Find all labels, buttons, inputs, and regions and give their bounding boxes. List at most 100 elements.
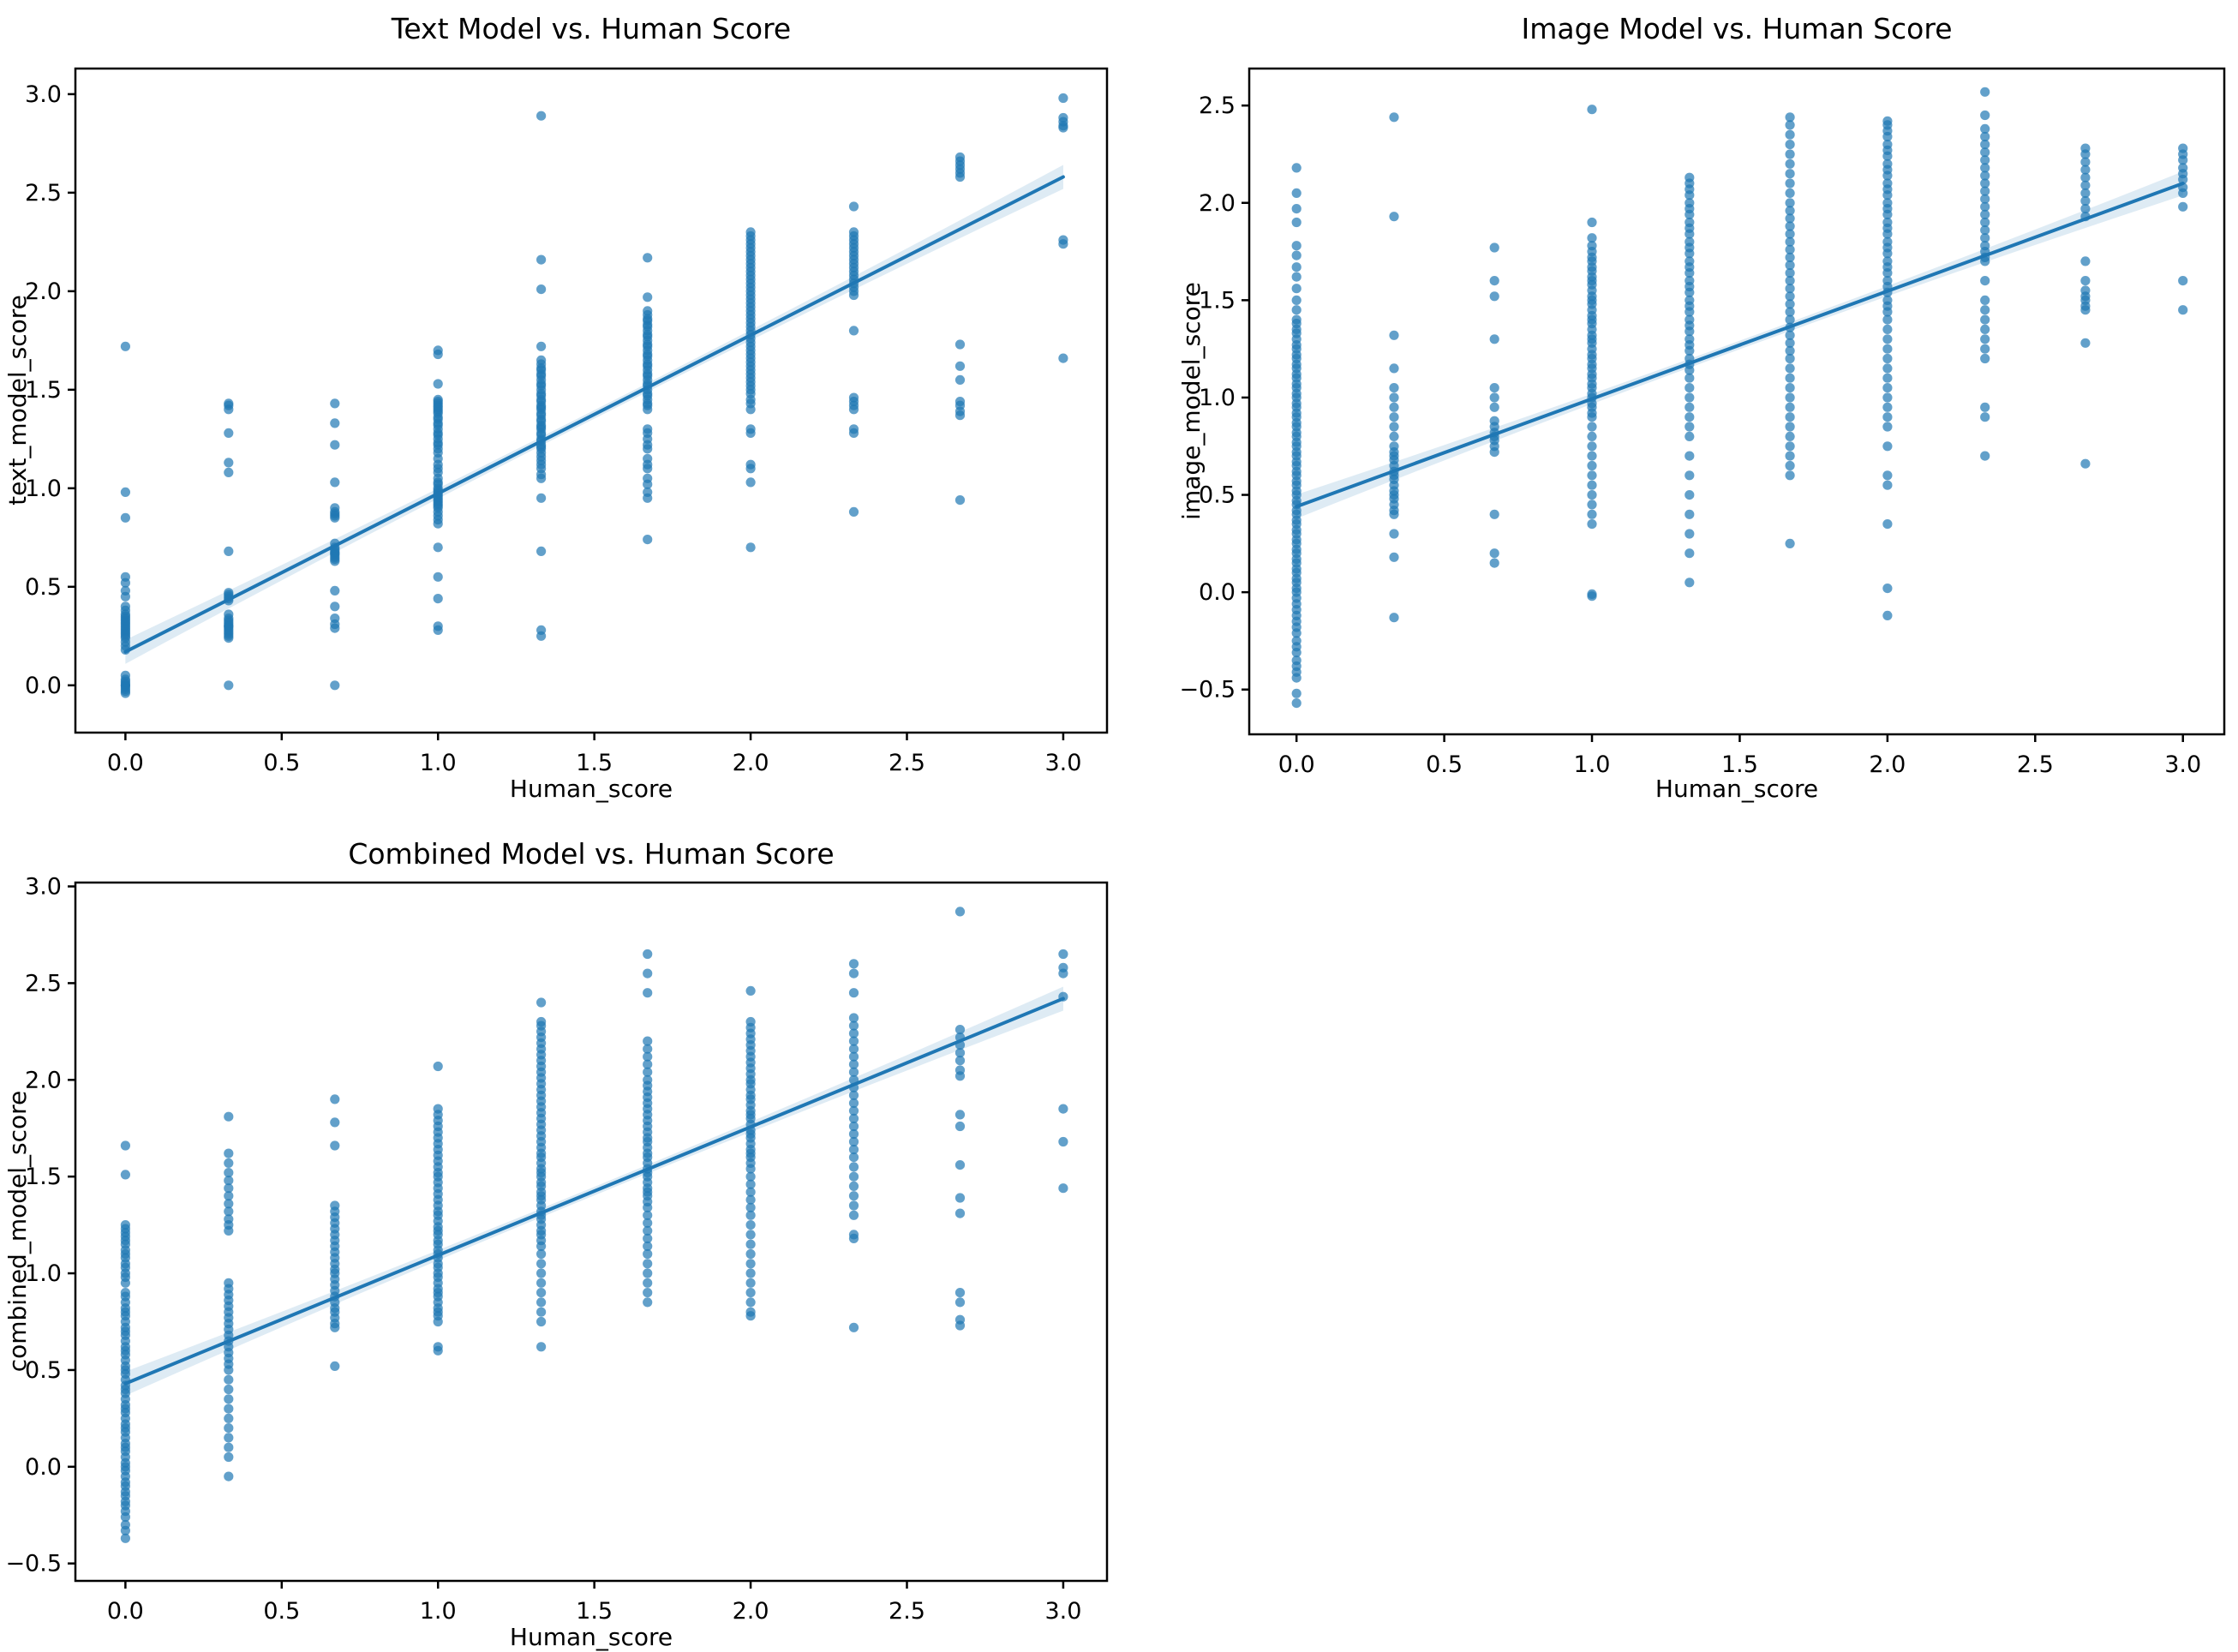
data-point xyxy=(848,506,859,518)
y-axis-label: text_model_score xyxy=(3,295,32,506)
data-point xyxy=(1389,330,1399,340)
data-point xyxy=(1980,412,1990,422)
data-point xyxy=(1389,529,1399,539)
data-point xyxy=(1291,698,1302,709)
data-point xyxy=(120,487,130,498)
data-point xyxy=(120,1533,130,1543)
regression-line-path xyxy=(123,997,1065,1386)
data-point xyxy=(224,404,234,415)
data-point xyxy=(954,339,966,350)
data-point xyxy=(848,1145,859,1155)
x-tick-label: 2.0 xyxy=(1869,751,1906,778)
data-point xyxy=(1684,422,1695,432)
data-point xyxy=(433,572,443,582)
data-point xyxy=(1389,431,1399,441)
data-point xyxy=(536,1288,547,1298)
y-tick-label: 1.0 xyxy=(1199,385,1236,411)
y-tick-label: 1.5 xyxy=(25,1164,62,1190)
data-point xyxy=(745,985,756,996)
data-point xyxy=(224,1451,234,1463)
x-tick-label: 0.5 xyxy=(263,750,300,776)
data-point xyxy=(745,1239,756,1249)
data-point xyxy=(1785,229,1795,239)
data-point xyxy=(1684,345,1695,356)
data-point xyxy=(954,1071,966,1081)
data-point xyxy=(1980,344,1990,354)
data-point xyxy=(745,1259,756,1269)
data-point xyxy=(1684,209,1695,219)
data-point xyxy=(224,1111,234,1122)
data-point xyxy=(848,959,859,969)
data-point xyxy=(536,1307,547,1317)
data-point xyxy=(1980,194,1990,204)
regression-line xyxy=(123,175,1065,654)
data-point xyxy=(1684,451,1695,461)
data-point xyxy=(1980,178,1990,189)
data-point xyxy=(1684,248,1695,259)
data-point xyxy=(2080,157,2091,167)
data-point xyxy=(848,1136,859,1147)
chart-title: Combined Model vs. Human Score xyxy=(348,837,834,871)
data-point xyxy=(1882,229,1893,239)
data-point xyxy=(643,1288,653,1298)
data-point xyxy=(643,988,653,998)
data-point xyxy=(1489,291,1499,302)
data-point xyxy=(1785,451,1795,461)
data-point xyxy=(536,1316,547,1327)
data-point xyxy=(1882,402,1893,412)
data-point xyxy=(2178,305,2188,315)
data-point xyxy=(224,1168,234,1178)
axes xyxy=(1248,67,2226,736)
data-point xyxy=(224,1404,234,1414)
data-point xyxy=(536,1259,547,1269)
data-point xyxy=(1980,209,1990,219)
data-point xyxy=(536,493,547,503)
y-tick-label: 0.5 xyxy=(1199,482,1236,509)
data-point xyxy=(1980,163,1990,173)
data-point xyxy=(1058,968,1068,979)
data-point xyxy=(120,1170,130,1180)
data-point xyxy=(536,1278,547,1288)
data-point xyxy=(643,493,653,503)
data-point xyxy=(1980,123,1990,134)
data-point xyxy=(1980,276,1990,286)
data-point xyxy=(330,1117,340,1128)
data-point xyxy=(954,1193,966,1203)
data-point xyxy=(330,1140,340,1151)
data-point xyxy=(1785,363,1795,374)
data-point xyxy=(1785,314,1795,325)
data-point xyxy=(848,1013,859,1023)
data-point xyxy=(330,680,340,691)
data-point xyxy=(1785,188,1795,198)
data-point xyxy=(1882,268,1893,278)
data-point xyxy=(1389,402,1399,412)
data-point xyxy=(1785,252,1795,262)
data-point xyxy=(745,1288,756,1298)
data-point xyxy=(848,1044,859,1054)
x-tick-label: 3.0 xyxy=(1044,750,1081,776)
data-point xyxy=(1489,447,1499,458)
y-tick-label: 2.0 xyxy=(25,278,62,305)
data-point xyxy=(745,477,756,488)
regression-line xyxy=(1295,182,2185,509)
data-point xyxy=(848,1152,859,1163)
data-point xyxy=(2080,180,2091,190)
data-point xyxy=(1980,186,1990,196)
data-point xyxy=(433,1061,443,1072)
data-point xyxy=(1587,470,1597,481)
data-point xyxy=(1980,225,1990,236)
data-point xyxy=(745,1187,756,1197)
data-point xyxy=(1882,422,1893,432)
data-point xyxy=(120,591,130,602)
data-point xyxy=(1882,383,1893,393)
data-point xyxy=(1587,233,1597,243)
data-point xyxy=(2178,188,2188,198)
data-point xyxy=(1785,129,1795,140)
data-point xyxy=(2080,276,2091,286)
data-point xyxy=(1785,338,1795,348)
data-point xyxy=(848,1121,859,1132)
y-tick-label: 3.0 xyxy=(25,874,62,901)
data-point xyxy=(1785,221,1795,231)
data-point xyxy=(1785,159,1795,169)
